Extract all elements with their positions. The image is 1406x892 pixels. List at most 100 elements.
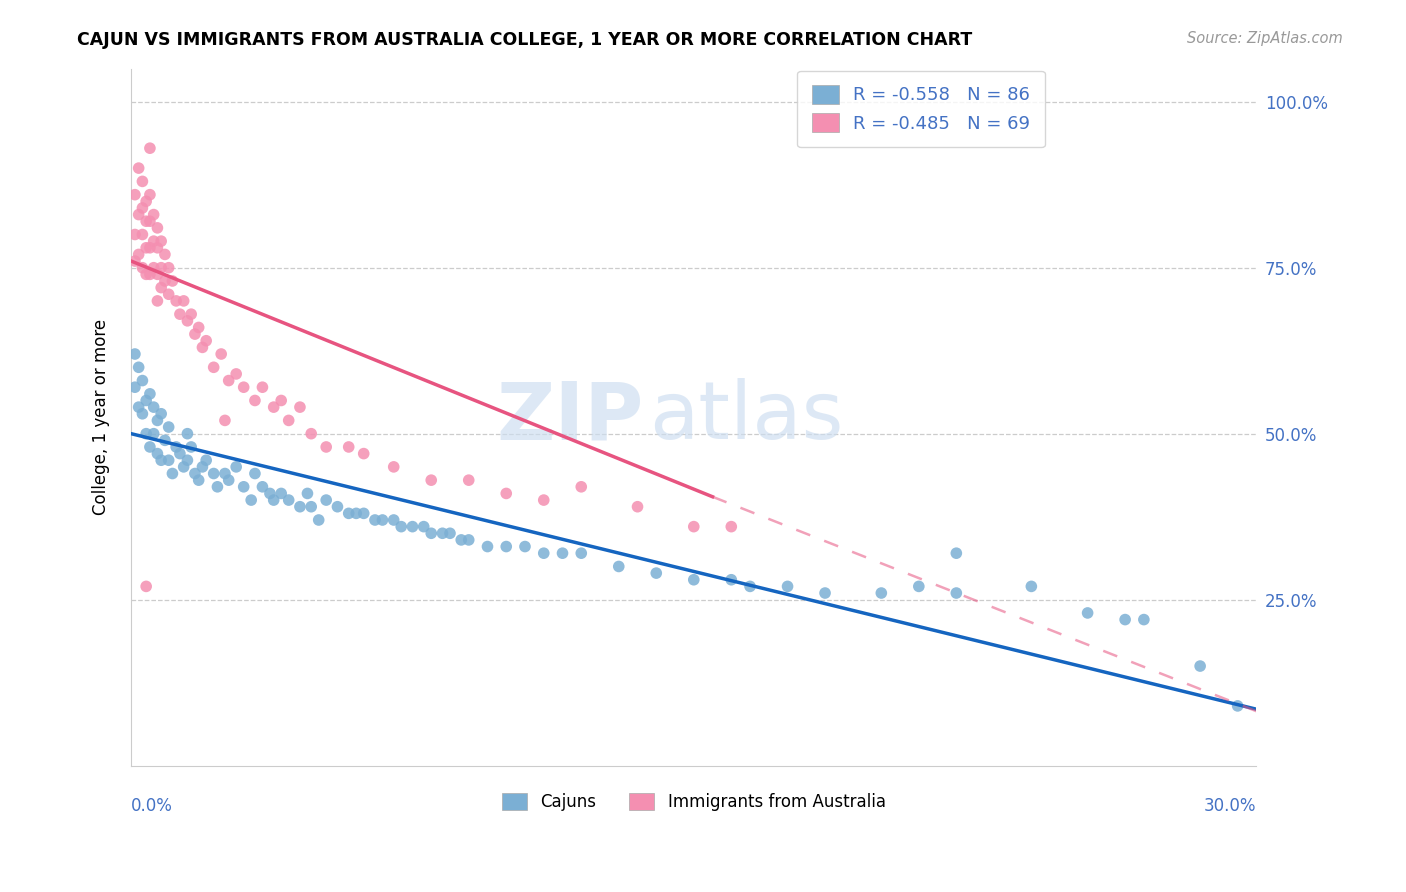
Point [176, 426, 198, 441]
Point [232, 380, 254, 394]
Point [142, 260, 165, 275]
Point [153, 274, 176, 288]
Point [382, 513, 405, 527]
Point [240, 493, 263, 508]
Point [131, 407, 153, 421]
Point [124, 187, 146, 202]
Point [146, 447, 169, 461]
Point [165, 440, 187, 454]
Point [263, 400, 285, 414]
Point [252, 380, 274, 394]
Point [153, 434, 176, 448]
Point [150, 407, 173, 421]
Point [124, 227, 146, 242]
Point [1189, 659, 1212, 673]
Point [326, 500, 349, 514]
Point [495, 540, 517, 554]
Point [139, 214, 162, 228]
Point [908, 579, 931, 593]
Point [187, 320, 209, 334]
Point [720, 519, 742, 533]
Point [150, 453, 173, 467]
Point [364, 513, 387, 527]
Text: atlas: atlas [648, 378, 844, 456]
Y-axis label: College, 1 year or more: College, 1 year or more [93, 319, 110, 516]
Point [457, 533, 479, 547]
Point [626, 500, 648, 514]
Point [720, 573, 742, 587]
Point [146, 241, 169, 255]
Point [165, 293, 187, 308]
Point [315, 440, 337, 454]
Point [533, 546, 555, 560]
Point [243, 393, 266, 408]
Point [180, 307, 202, 321]
Point [169, 307, 191, 321]
Point [128, 360, 150, 375]
Point [195, 334, 218, 348]
Point [135, 393, 157, 408]
Point [135, 194, 157, 209]
Point [214, 413, 236, 427]
Point [945, 586, 967, 600]
Point [225, 367, 247, 381]
Point [1226, 698, 1249, 713]
Point [146, 268, 169, 282]
Point [139, 187, 162, 202]
Point [135, 214, 157, 228]
Point [270, 486, 292, 500]
Point [191, 459, 214, 474]
Point [207, 480, 229, 494]
Point [202, 360, 225, 375]
Point [157, 260, 180, 275]
Point [150, 280, 173, 294]
Point [432, 526, 454, 541]
Point [389, 519, 412, 533]
Point [1021, 579, 1043, 593]
Point [146, 413, 169, 427]
Point [288, 500, 311, 514]
Point [176, 453, 198, 467]
Point [184, 327, 207, 342]
Point [218, 374, 240, 388]
Point [169, 447, 191, 461]
Point [150, 234, 173, 248]
Point [607, 559, 630, 574]
Point [232, 480, 254, 494]
Point [139, 440, 162, 454]
Point [139, 241, 162, 255]
Point [252, 480, 274, 494]
Point [135, 579, 157, 593]
Point [135, 426, 157, 441]
Point [124, 380, 146, 394]
Point [243, 467, 266, 481]
Point [682, 573, 704, 587]
Point [142, 426, 165, 441]
Point [162, 274, 184, 288]
Point [153, 247, 176, 261]
Point [214, 467, 236, 481]
Point [412, 519, 434, 533]
Point [870, 586, 893, 600]
Point [344, 507, 367, 521]
Text: Source: ZipAtlas.com: Source: ZipAtlas.com [1187, 31, 1343, 46]
Point [124, 254, 146, 268]
Point [142, 400, 165, 414]
Point [176, 314, 198, 328]
Point [191, 340, 214, 354]
Point [131, 201, 153, 215]
Point [277, 413, 299, 427]
Point [157, 287, 180, 301]
Point [128, 208, 150, 222]
Point [1077, 606, 1099, 620]
Text: 0.0%: 0.0% [131, 797, 173, 815]
Point [128, 400, 150, 414]
Legend: R = -0.558   N = 86, R = -0.485   N = 69: R = -0.558 N = 86, R = -0.485 N = 69 [797, 70, 1045, 147]
Point [146, 220, 169, 235]
Point [288, 400, 311, 414]
Point [738, 579, 761, 593]
Point [173, 293, 195, 308]
Point [495, 486, 517, 500]
Point [401, 519, 423, 533]
Point [263, 493, 285, 508]
